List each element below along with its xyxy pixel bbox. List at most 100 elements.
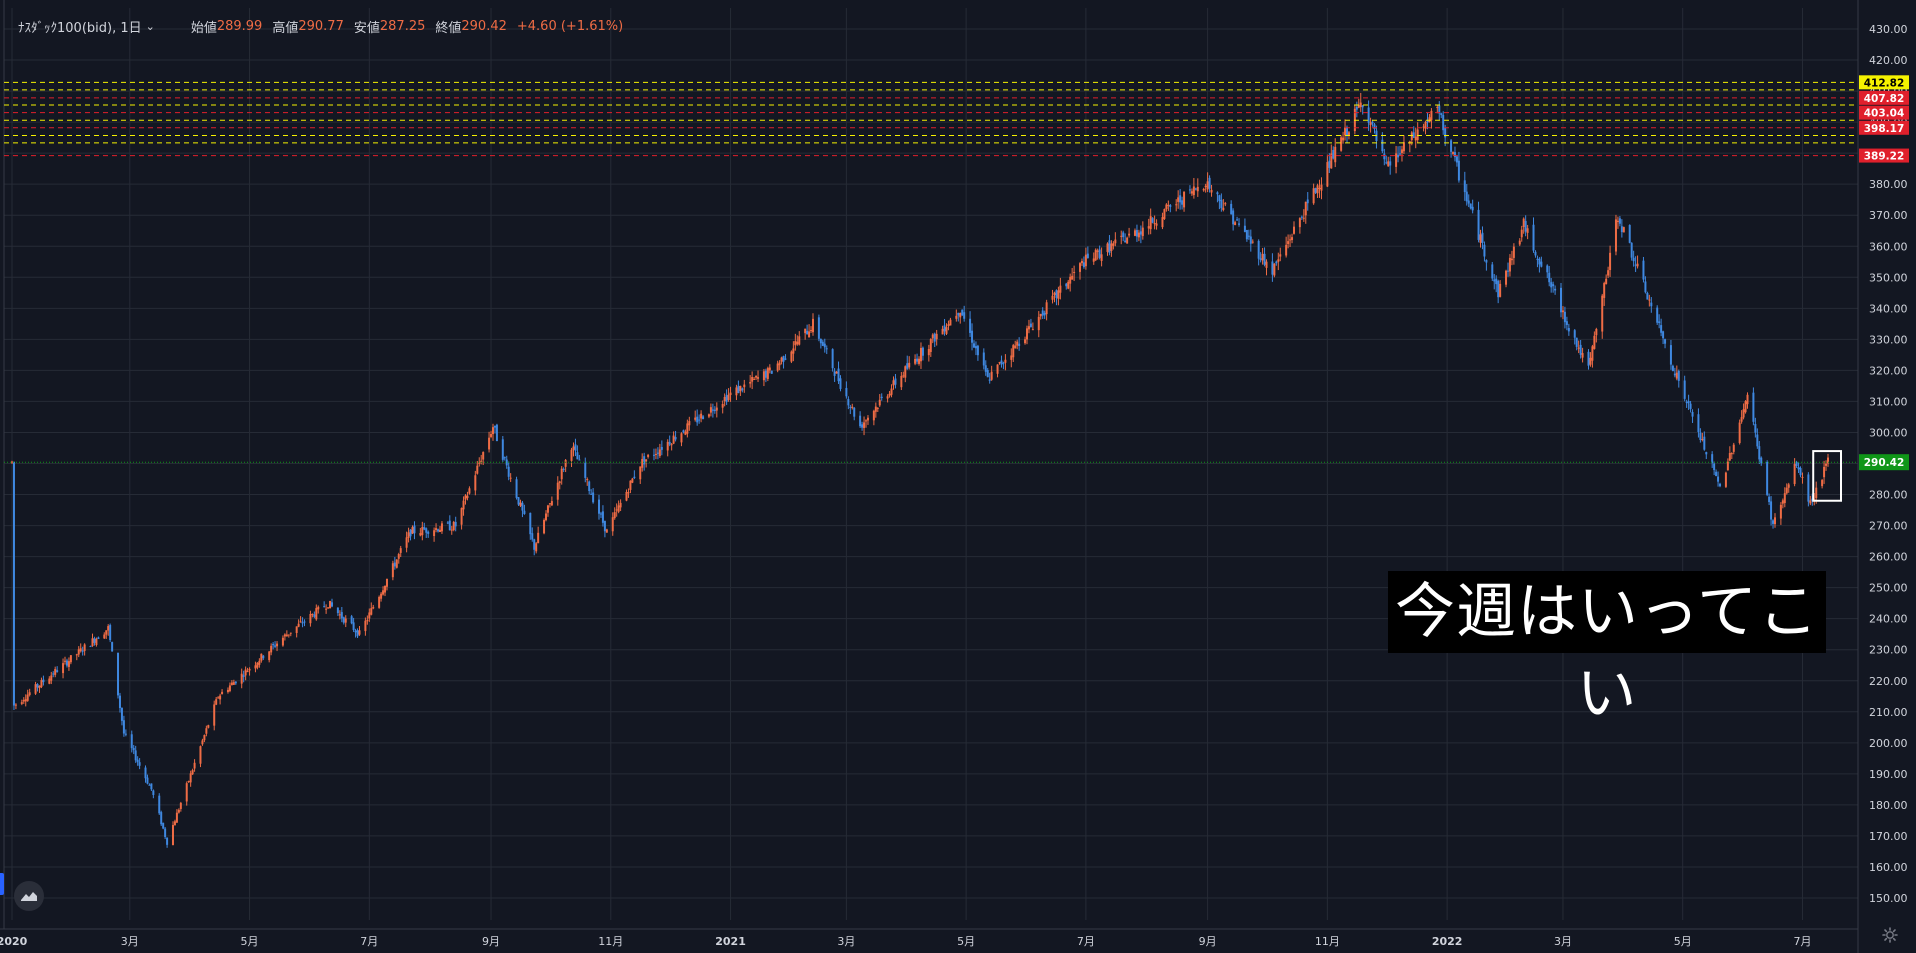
price-axis-label: 260.00	[1869, 551, 1908, 564]
candle	[109, 623, 112, 643]
candle-body	[776, 363, 779, 371]
candle-body	[14, 704, 17, 706]
candle-body	[234, 681, 237, 684]
candle	[1644, 276, 1647, 294]
candle	[297, 619, 300, 628]
candle-body	[1053, 292, 1056, 296]
candle	[1122, 230, 1125, 242]
candle-body	[1004, 359, 1007, 363]
candle-body	[1436, 107, 1439, 109]
candle	[79, 643, 82, 653]
chevron-down-icon[interactable]: ⌄	[145, 19, 155, 33]
candle	[1622, 226, 1625, 233]
candle	[130, 730, 133, 753]
candle-body	[323, 606, 326, 608]
candle	[1051, 289, 1054, 304]
candle	[1453, 146, 1456, 162]
candle	[1579, 340, 1582, 359]
candle-body	[1263, 253, 1266, 265]
candle	[1025, 325, 1028, 345]
candle	[1770, 496, 1773, 526]
candle	[423, 522, 426, 531]
candle	[1442, 111, 1445, 135]
candle-body	[1279, 254, 1282, 257]
candle	[713, 406, 716, 414]
candle	[990, 365, 993, 381]
candle	[1371, 119, 1374, 127]
candle	[1334, 138, 1337, 168]
candle-body	[1245, 229, 1248, 240]
candle-body	[601, 511, 604, 523]
candle-body	[1477, 209, 1480, 240]
candle	[160, 810, 163, 827]
candle-body	[1135, 229, 1138, 237]
candle	[1055, 289, 1058, 306]
candle-body	[1453, 152, 1456, 158]
candle-body	[656, 452, 659, 454]
candle-body	[564, 459, 567, 467]
candle	[1768, 493, 1771, 506]
candle-body	[405, 537, 408, 548]
candle-body	[1139, 231, 1142, 235]
candle-body	[189, 773, 192, 783]
candle-body	[205, 728, 208, 734]
candle	[234, 681, 237, 685]
candle	[1577, 340, 1580, 354]
candle-body	[144, 767, 147, 779]
candle-body	[1277, 259, 1280, 262]
candle-body	[393, 562, 396, 567]
candle	[1059, 277, 1062, 300]
candle	[1691, 409, 1694, 423]
candle	[776, 360, 779, 373]
gear-icon[interactable]	[1880, 925, 1900, 945]
candle	[1257, 239, 1260, 266]
candle-body	[1465, 191, 1468, 202]
candle	[918, 356, 921, 366]
candle-body	[409, 529, 412, 537]
candle-body	[77, 649, 80, 655]
candle	[782, 355, 785, 369]
left-edge-handle[interactable]	[0, 873, 4, 895]
candle-body	[768, 367, 771, 371]
tradingview-logo-icon[interactable]	[14, 881, 44, 911]
highlight-box	[1812, 450, 1843, 502]
candle	[1587, 349, 1590, 370]
candle-body	[474, 475, 477, 491]
candle	[641, 453, 644, 472]
candle	[1312, 183, 1315, 205]
candle	[810, 326, 813, 334]
symbol-label[interactable]: ﾅｽﾀﾞｯｸ100(bid), 1日	[18, 20, 142, 36]
candle-body	[572, 446, 575, 450]
candle	[668, 435, 671, 447]
candle	[819, 338, 822, 349]
candle-body	[1711, 454, 1714, 464]
candle	[1457, 151, 1460, 183]
candle-body	[1080, 260, 1083, 264]
candle-body	[986, 370, 989, 378]
price-axis-label: 170.00	[1869, 830, 1908, 843]
candle-body	[242, 675, 245, 677]
candle-body	[1312, 188, 1315, 204]
candle	[262, 654, 265, 661]
candle-body	[625, 491, 628, 501]
candle-body	[1766, 461, 1769, 495]
candle	[50, 671, 53, 685]
candle	[1086, 246, 1089, 259]
candle	[1422, 123, 1425, 132]
price-axis-label: 300.00	[1869, 426, 1908, 439]
candle-body	[1163, 209, 1166, 219]
candle-body	[62, 663, 65, 674]
candle	[639, 466, 642, 484]
candle	[1397, 146, 1400, 163]
candle	[509, 473, 512, 483]
candle-body	[723, 397, 726, 401]
candle	[281, 635, 284, 647]
candle-body	[546, 505, 549, 513]
candle-body	[64, 660, 67, 662]
candle-body	[833, 371, 836, 376]
candle	[1222, 199, 1225, 212]
candle	[961, 309, 964, 316]
candle	[162, 822, 165, 830]
candle	[1027, 319, 1030, 334]
